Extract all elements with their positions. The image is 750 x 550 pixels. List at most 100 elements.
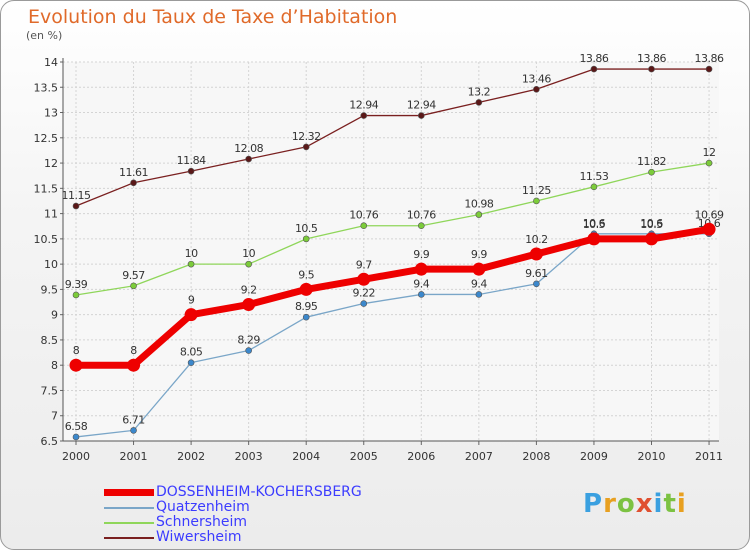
- legend-swatch: [104, 522, 154, 524]
- logo-letter: i: [676, 489, 687, 519]
- y-tick-label: 10.5: [34, 233, 59, 246]
- data-label-dossenheim-kochersberg: 10.2: [525, 233, 548, 246]
- data-point-schnersheim: [130, 282, 137, 290]
- data-label-quatzenheim: 10.6: [583, 217, 606, 230]
- logo-letter: o: [616, 489, 636, 519]
- data-label-dossenheim-kochersberg: 10.5: [583, 218, 606, 231]
- x-tick-label: 2011: [695, 450, 723, 463]
- plot-area: [63, 62, 719, 441]
- x-tick-label: 2006: [407, 450, 435, 463]
- data-point-dossenheim-kochersberg: [414, 262, 428, 276]
- data-label-wiwersheim: 11.84: [177, 154, 206, 167]
- x-tick-label: 2005: [350, 450, 378, 463]
- data-label-quatzenheim: 9.4: [471, 277, 487, 290]
- data-label-schnersheim: 10.76: [407, 209, 436, 222]
- x-tick-label: 2003: [235, 450, 263, 463]
- data-point-quatzenheim: [533, 280, 540, 288]
- data-label-wiwersheim: 12.32: [292, 130, 321, 143]
- y-tick-label: 14: [44, 56, 58, 69]
- data-point-wiwersheim: [302, 143, 310, 151]
- legend-swatch: [104, 489, 154, 496]
- data-label-wiwersheim: 11.15: [62, 189, 91, 202]
- x-tick-label: 2001: [120, 450, 148, 463]
- data-label-dossenheim-kochersberg: 8: [73, 344, 80, 357]
- data-label-quatzenheim: 9.61: [525, 267, 548, 280]
- data-point-wiwersheim: [648, 65, 655, 73]
- proxiti-logo: Proxiti: [583, 489, 687, 519]
- data-label-quatzenheim: 9.22: [353, 287, 376, 300]
- data-point-dossenheim-kochersberg: [357, 272, 371, 286]
- data-point-dossenheim-kochersberg: [529, 247, 543, 261]
- data-point-wiwersheim: [72, 202, 80, 210]
- data-point-wiwersheim: [360, 112, 368, 119]
- data-point-quatzenheim: [360, 300, 368, 307]
- data-point-quatzenheim: [130, 427, 137, 434]
- legend-label: Schnersheim: [156, 514, 248, 530]
- logo-letter: t: [663, 489, 677, 519]
- data-point-dossenheim-kochersberg: [127, 358, 141, 372]
- data-point-schnersheim: [417, 222, 425, 230]
- data-point-wiwersheim: [533, 85, 540, 93]
- data-label-quatzenheim: 8.05: [180, 346, 203, 359]
- data-point-dossenheim-kochersberg: [587, 232, 601, 246]
- data-label-quatzenheim: 6.71: [122, 413, 145, 426]
- data-point-quatzenheim: [417, 291, 425, 298]
- data-label-dossenheim-kochersberg: 9.9: [413, 248, 429, 261]
- logo-letter: r: [603, 489, 617, 519]
- data-label-schnersheim: 10: [242, 247, 255, 260]
- data-label-wiwersheim: 13.2: [468, 85, 491, 98]
- data-point-schnersheim: [187, 260, 195, 268]
- data-point-dossenheim-kochersberg: [702, 222, 716, 236]
- data-label-wiwersheim: 13.86: [579, 52, 608, 65]
- series-line-quatzenheim: [75, 233, 710, 438]
- y-tick-label: 7: [51, 410, 58, 423]
- legend-label: Quatzenheim: [156, 499, 250, 515]
- data-point-schnersheim: [245, 260, 252, 268]
- x-tick-label: 2000: [62, 450, 90, 463]
- data-point-schnersheim: [72, 291, 80, 299]
- data-label-wiwersheim: 11.61: [119, 166, 148, 179]
- y-tick-label: 6.5: [41, 435, 59, 448]
- data-point-quatzenheim: [302, 313, 310, 321]
- data-label-dossenheim-kochersberg: 8: [130, 344, 137, 357]
- data-point-quatzenheim: [245, 347, 252, 354]
- data-label-wiwersheim: 13.86: [695, 52, 724, 65]
- data-label-wiwersheim: 12.94: [349, 99, 378, 112]
- data-label-wiwersheim: 13.46: [522, 72, 551, 85]
- data-point-schnersheim: [705, 159, 713, 167]
- x-tick-label: 2007: [465, 450, 493, 463]
- data-point-schnersheim: [360, 222, 368, 230]
- data-label-quatzenheim: 8.95: [295, 300, 318, 313]
- legend-label: Wiwersheim: [156, 529, 242, 545]
- logo-letter: P: [583, 489, 604, 519]
- data-label-schnersheim: 11.82: [637, 155, 666, 168]
- data-label-schnersheim: 12: [703, 146, 716, 159]
- series-line-dossenheim-kochersberg: [76, 225, 710, 369]
- x-tick-label: 2004: [292, 450, 320, 463]
- data-point-dossenheim-kochersberg: [184, 308, 198, 322]
- data-label-dossenheim-kochersberg: 9.7: [356, 258, 372, 271]
- x-tick-label: 2002: [177, 450, 205, 463]
- y-tick-label: 9.5: [41, 283, 59, 296]
- data-label-dossenheim-kochersberg: 10.5: [640, 218, 663, 231]
- y-tick-label: 8.5: [41, 334, 59, 347]
- series-line-schnersheim: [75, 162, 710, 296]
- data-label-schnersheim: 11.25: [522, 184, 551, 197]
- data-point-wiwersheim: [187, 167, 195, 175]
- y-tick-label: 12.5: [34, 132, 59, 145]
- data-point-dossenheim-kochersberg: [472, 262, 486, 276]
- y-tick-label: 13.5: [34, 81, 59, 94]
- data-label-schnersheim: 9.39: [65, 278, 88, 291]
- data-label-quatzenheim: 9.4: [413, 277, 429, 290]
- logo-letter: i: [653, 489, 664, 519]
- data-label-dossenheim-kochersberg: 9.9: [471, 248, 487, 261]
- data-label-dossenheim-kochersberg: 9.2: [241, 284, 257, 297]
- data-label-schnersheim: 11.53: [579, 170, 608, 183]
- data-point-wiwersheim: [475, 99, 483, 106]
- data-label-schnersheim: 10: [185, 247, 198, 260]
- data-label-wiwersheim: 12.08: [234, 142, 263, 155]
- legend-swatch: [104, 507, 154, 509]
- y-tick-label: 13: [44, 107, 58, 120]
- data-point-wiwersheim: [590, 65, 598, 73]
